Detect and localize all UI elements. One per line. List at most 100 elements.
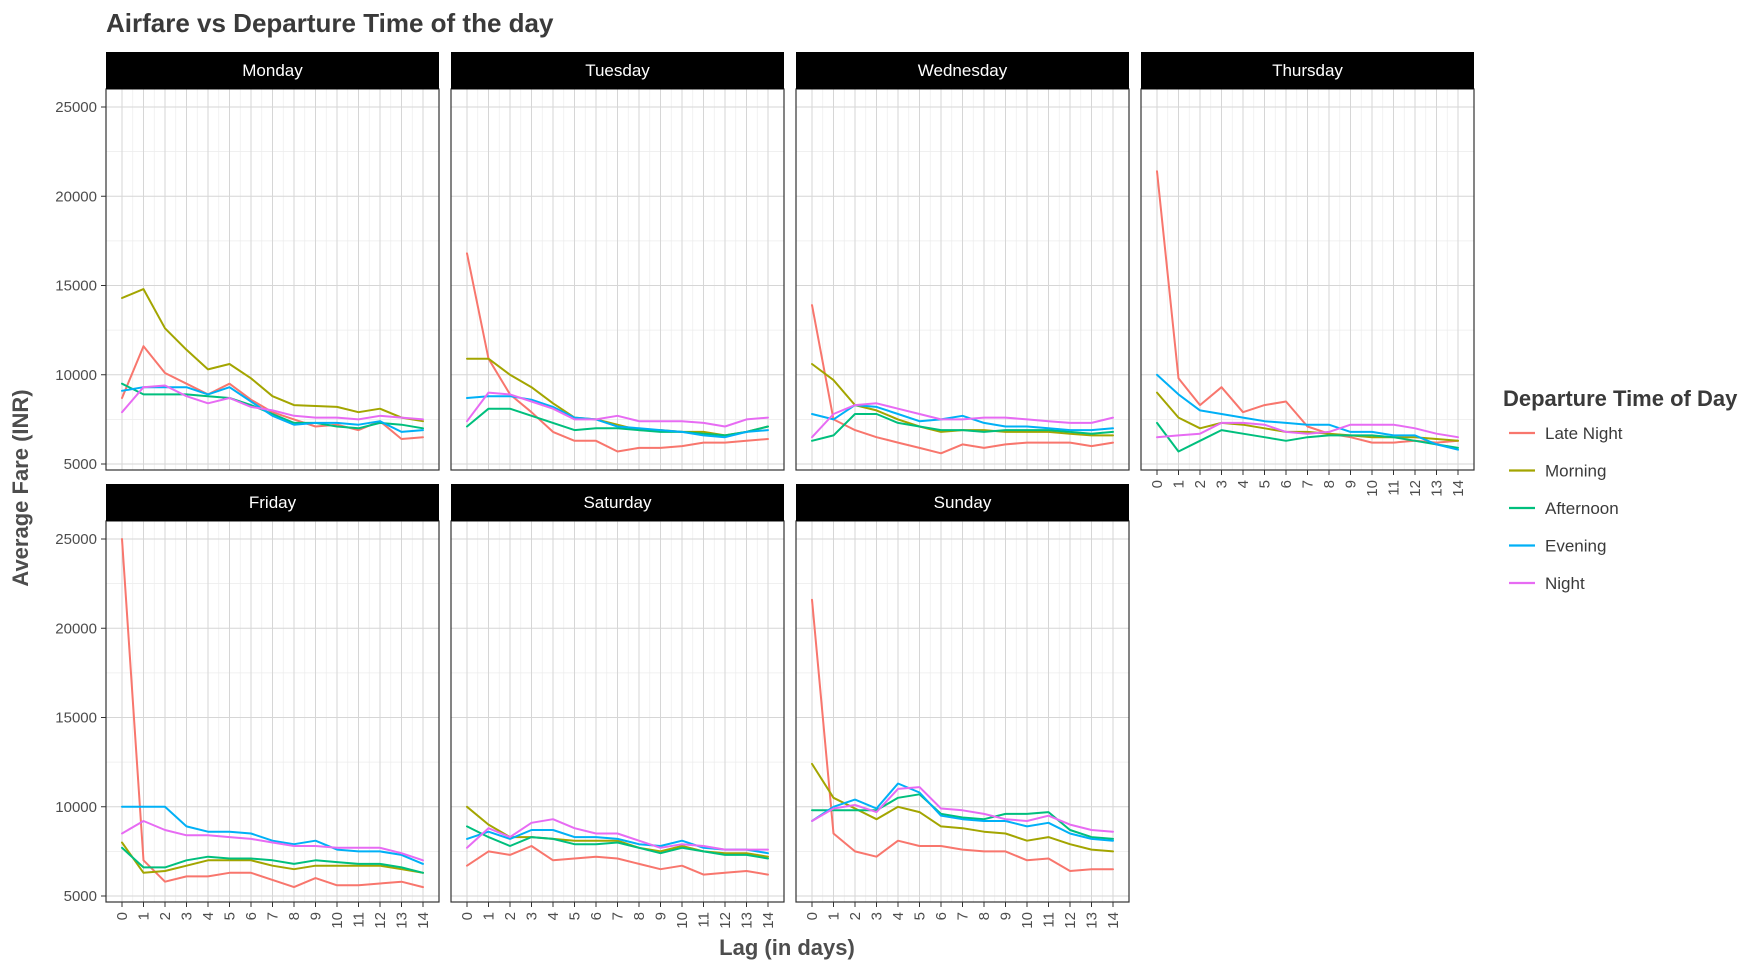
facet-strip <box>106 484 439 521</box>
x-tick-label: 6 <box>1278 480 1295 488</box>
x-tick-label: 3 <box>179 912 196 920</box>
x-tick-label: 6 <box>588 912 605 920</box>
x-tick-label: 5 <box>567 912 584 920</box>
x-tick-label: 12 <box>717 912 734 929</box>
y-tick-label: 15000 <box>55 278 97 295</box>
x-tick-label: 3 <box>524 912 541 920</box>
y-tick-label: 10000 <box>55 367 97 384</box>
x-tick-label: 0 <box>804 912 821 920</box>
x-tick-label: 2 <box>157 912 174 920</box>
x-tick-label: 14 <box>415 912 432 929</box>
x-tick-label: 4 <box>200 912 217 920</box>
x-tick-label: 8 <box>1321 480 1338 488</box>
x-tick-label: 0 <box>1149 480 1166 488</box>
facet-strip-label: Wednesday <box>918 61 1008 80</box>
x-tick-label: 14 <box>1105 912 1122 929</box>
x-tick-label: 7 <box>265 912 282 920</box>
y-axis-title: Average Fare (INR) <box>8 389 33 586</box>
x-tick-label: 7 <box>955 912 972 920</box>
x-tick-label: 8 <box>286 912 303 920</box>
series-line-night <box>121 820 424 862</box>
x-axis-title: Lag (in days) <box>719 935 855 960</box>
x-tick-label: 5 <box>222 912 239 920</box>
x-tick-label: 0 <box>459 912 476 920</box>
series-line-morning <box>121 288 424 423</box>
x-tick-label: 13 <box>1429 480 1446 497</box>
x-tick-label: 9 <box>1343 480 1360 488</box>
series-line-afternoon <box>1156 421 1459 453</box>
x-tick-label: 7 <box>1300 480 1317 488</box>
x-tick-label: 13 <box>739 912 756 929</box>
panel-monday: Monday 5000 10000 15000 20000 25000 <box>55 52 440 473</box>
series-line-afternoon <box>466 407 769 437</box>
y-tick-label: 5000 <box>64 888 97 905</box>
x-tick-label: 13 <box>394 912 411 929</box>
x-tick-label: 6 <box>933 912 950 920</box>
x-tick-label: 12 <box>1062 912 1079 929</box>
facet-strip <box>451 484 784 521</box>
x-tick-label: 6 <box>243 912 260 920</box>
x-tick-label: 11 <box>1041 912 1058 928</box>
facet-strip-label: Friday <box>249 493 297 512</box>
x-tick-label: 3 <box>869 912 886 920</box>
x-tick-label: 4 <box>890 912 907 920</box>
y-tick-label: 20000 <box>55 620 97 637</box>
panel-tuesday: Tuesday <box>450 52 785 471</box>
x-tick-label: 4 <box>545 912 562 920</box>
facet-strip <box>106 52 439 89</box>
series-line-night <box>466 818 769 851</box>
legend-label: Late Night <box>1545 424 1623 443</box>
series-line-night <box>466 391 769 428</box>
x-tick-label: 12 <box>372 912 389 929</box>
series-line-morning <box>1156 391 1459 442</box>
x-tick-label: 10 <box>674 912 691 929</box>
x-tick-label: 8 <box>631 912 648 920</box>
chart-title: Airfare vs Departure Time of the day <box>106 8 554 38</box>
series-line-late-night <box>466 845 769 876</box>
x-tick-label: 11 <box>1386 480 1403 496</box>
x-tick-label: 2 <box>847 912 864 920</box>
x-tick-label: 8 <box>976 912 993 920</box>
x-tick-label: 9 <box>653 912 670 920</box>
facet-strip <box>451 52 784 89</box>
x-tick-label: 7 <box>610 912 627 920</box>
series-line-late-night <box>811 304 1114 455</box>
x-tick-label: 9 <box>998 912 1015 920</box>
x-tick-label: 11 <box>351 912 368 928</box>
series-line-night <box>811 786 1114 833</box>
y-tick-label: 25000 <box>55 531 97 548</box>
facet-strip <box>1141 52 1474 89</box>
facet-strip-label: Thursday <box>1272 61 1343 80</box>
x-tick-label: 5 <box>912 912 929 920</box>
y-tick-label: 5000 <box>64 456 97 473</box>
x-tick-label: 1 <box>826 912 843 920</box>
series-line-evening <box>1156 373 1459 451</box>
series-line-evening <box>811 404 1114 432</box>
y-tick-label: 15000 <box>55 710 97 727</box>
series-line-late-night <box>1156 170 1459 444</box>
series-line-evening <box>121 386 424 433</box>
y-tick-label: 10000 <box>55 799 97 816</box>
x-tick-label: 2 <box>502 912 519 920</box>
x-tick-label: 12 <box>1407 480 1424 497</box>
facet-strip-label: Sunday <box>934 493 992 512</box>
x-tick-label: 14 <box>760 912 777 929</box>
y-tick-label: 25000 <box>55 99 97 116</box>
series-line-morning <box>466 805 769 858</box>
series-line-morning <box>121 841 424 874</box>
x-tick-label: 1 <box>1171 480 1188 488</box>
legend-label: Afternoon <box>1545 499 1619 518</box>
series-line-afternoon <box>121 382 424 430</box>
x-tick-label: 10 <box>1364 480 1381 497</box>
x-tick-label: 10 <box>1019 912 1036 929</box>
series-line-evening <box>121 805 424 865</box>
x-tick-label: 5 <box>1257 480 1274 488</box>
series-line-night <box>1156 421 1459 439</box>
legend-label: Morning <box>1545 462 1606 481</box>
x-tick-label: 3 <box>1214 480 1231 488</box>
series-line-evening <box>811 782 1114 842</box>
x-tick-label: 0 <box>114 912 131 920</box>
